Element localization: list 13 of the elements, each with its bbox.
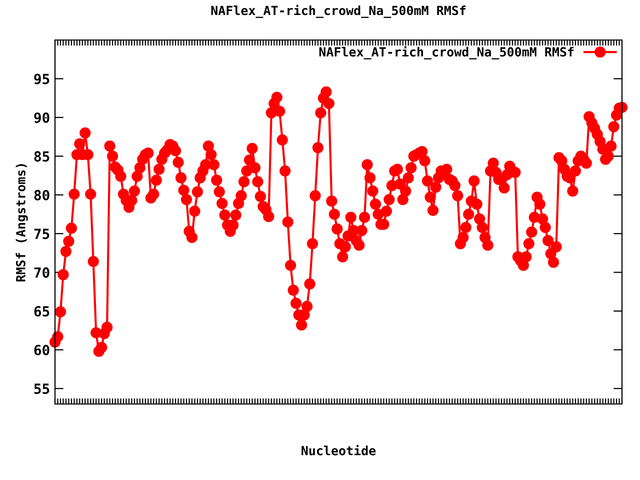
- y-tick-label: 85: [34, 151, 50, 162]
- y-tick-label: 80: [34, 190, 50, 200]
- x-axis-title: Nucleotide: [302, 445, 376, 456]
- y-tick-label: 60: [34, 344, 50, 356]
- legend-label: NAFlex_AT-rich_crowd_Na_500mM RMSf: [319, 46, 574, 60]
- chart-title: NAFlex_AT-rich_crowd_Na_500mM RMSf: [211, 4, 466, 18]
- y-tick-label: 55: [34, 384, 50, 394]
- y-tick-label: 65: [34, 306, 50, 317]
- y-tick-label: 75: [34, 228, 50, 240]
- y-tick-label: 95: [34, 74, 50, 84]
- y-axis-title: RMSf (Angstroms): [16, 164, 28, 282]
- y-tick-label: 90: [34, 112, 50, 123]
- y-tick-label: 70: [34, 267, 50, 278]
